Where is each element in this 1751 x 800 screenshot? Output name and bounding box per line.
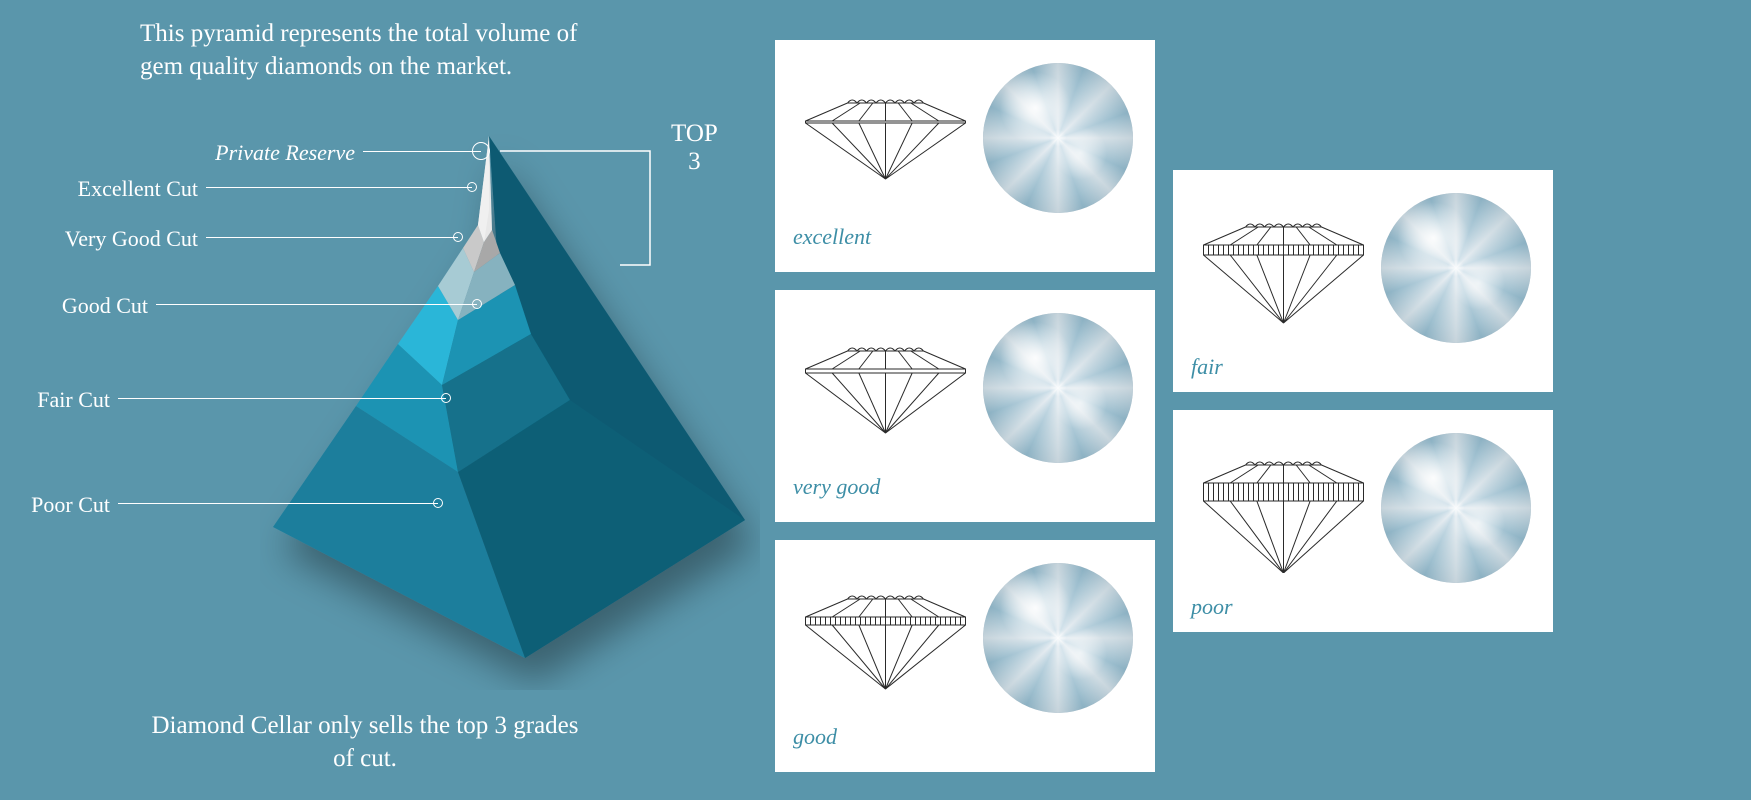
cut-card-poor: poor [1173, 410, 1553, 632]
tier-leader-0 [363, 151, 481, 152]
top3-line1: TOP [671, 120, 718, 148]
diamond-photo-icon [1381, 193, 1531, 343]
tier-leader-3 [156, 304, 477, 305]
tier-dot-2 [453, 232, 463, 242]
card-label: fair [1191, 354, 1535, 380]
card-body [793, 58, 1137, 218]
tier-dot-5 [433, 498, 443, 508]
card-body [1191, 428, 1535, 588]
tier-label-3: Good Cut [62, 293, 148, 319]
card-body [793, 308, 1137, 468]
tier-label-0: Private Reserve [215, 140, 355, 166]
diamond-photo-icon [1381, 433, 1531, 583]
diamond-photo-icon [983, 563, 1133, 713]
cut-card-good: good [775, 540, 1155, 772]
tier-label-2: Very Good Cut [65, 226, 198, 252]
card-label: excellent [793, 224, 1137, 250]
diamond-profile-icon [1196, 443, 1371, 573]
intro-text: This pyramid represents the total volume… [140, 18, 620, 83]
top3-label: TOP 3 [671, 120, 718, 175]
card-body [793, 558, 1137, 718]
footer-text: Diamond Cellar only sells the top 3 grad… [140, 710, 590, 775]
cut-card-fair: fair [1173, 170, 1553, 392]
tier-leader-5 [118, 503, 438, 504]
card-label: very good [793, 474, 1137, 500]
diamond-profile-icon [1196, 203, 1371, 333]
card-label: good [793, 724, 1137, 750]
card-column-2: fair poor [1173, 40, 1553, 772]
tier-label-4: Fair Cut [37, 387, 110, 413]
tier-dot-4 [441, 393, 451, 403]
top3-bracket [500, 140, 670, 280]
card-body [1191, 188, 1535, 348]
tier-label-5: Poor Cut [31, 492, 110, 518]
diamond-profile-icon [798, 73, 973, 203]
cut-card-excellent: excellent [775, 40, 1155, 272]
tier-leader-2 [206, 237, 458, 238]
tier-dot-3 [472, 299, 482, 309]
diamond-profile-icon [798, 323, 973, 453]
diamond-photo-icon [983, 313, 1133, 463]
cut-cards: excellent very good good fair poor [775, 40, 1553, 772]
tier-leader-4 [118, 398, 446, 399]
diamond-profile-icon [798, 573, 973, 703]
tier-dot-0 [472, 142, 490, 160]
top3-line2: 3 [671, 148, 718, 176]
card-label: poor [1191, 594, 1535, 620]
tier-leader-1 [206, 187, 472, 188]
tier-label-1: Excellent Cut [78, 176, 198, 202]
card-column-1: excellent very good good [775, 40, 1155, 772]
tier-dot-1 [467, 182, 477, 192]
cut-card-very-good: very good [775, 290, 1155, 522]
diamond-photo-icon [983, 63, 1133, 213]
